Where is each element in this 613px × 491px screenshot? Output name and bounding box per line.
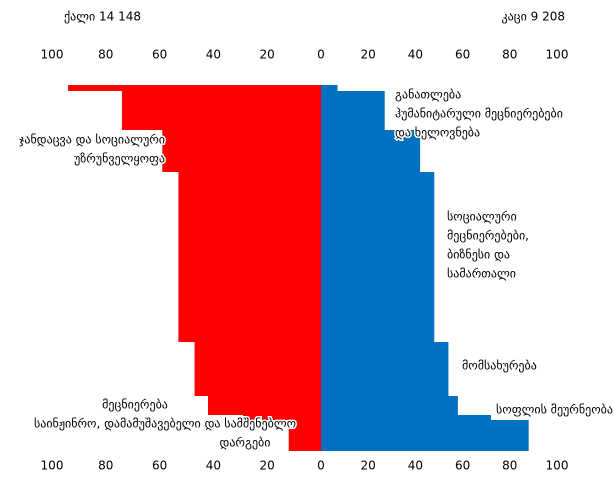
annotation: სამართალი: [447, 267, 516, 281]
x-tick-label: 80: [502, 48, 517, 62]
annotation: მეცნიერება: [102, 398, 168, 412]
x-tick-label: 80: [98, 459, 113, 473]
bar: [321, 420, 529, 451]
x-tick-label: 60: [152, 459, 167, 473]
annotation: ჯანდაცვა და სოციალური: [19, 133, 165, 147]
x-tick-label: 20: [361, 459, 376, 473]
bar: [321, 342, 449, 396]
x-tick-label: 60: [152, 48, 167, 62]
annotation: მომსახურება: [462, 359, 537, 373]
bar: [121, 91, 321, 130]
x-tick-label: 40: [206, 459, 221, 473]
bar: [162, 130, 321, 172]
annotation: და ხელოვნება: [395, 126, 480, 140]
bar: [321, 85, 338, 91]
annotation: ბიზნესი და: [447, 248, 510, 262]
x-tick-label: 40: [206, 48, 221, 62]
annotation: დარგები: [220, 436, 271, 450]
annotation: საინჟინრო, დამამუშავებელი და სამშენებლო: [34, 417, 296, 431]
bar: [321, 172, 435, 342]
bar: [194, 342, 321, 396]
bar: [321, 415, 491, 420]
annotation: სოციალური: [447, 210, 517, 224]
x-tick-label: 40: [408, 459, 423, 473]
x-tick-label: 40: [408, 48, 423, 62]
legend-entry: კაცი 9 208: [502, 10, 565, 24]
x-tick-label: 20: [260, 48, 275, 62]
x-tick-label: 100: [546, 459, 569, 473]
bar: [321, 130, 421, 172]
x-tick-label: 60: [455, 459, 470, 473]
annotation: უზრუნველყოფა: [74, 152, 165, 166]
x-tick-label: 20: [260, 459, 275, 473]
x-tick-label: 100: [41, 459, 64, 473]
annotation: ჰუმანიტარული მეცნიერებები: [395, 107, 563, 121]
bar: [321, 396, 458, 415]
legend-entry: ქალი 14 148: [64, 10, 141, 24]
bar: [242, 415, 321, 420]
x-tick-label: 20: [361, 48, 376, 62]
x-tick-label: 0: [317, 48, 325, 62]
bar: [208, 396, 321, 415]
bar: [288, 420, 321, 451]
x-tick-label: 100: [41, 48, 64, 62]
bar: [68, 85, 321, 91]
x-tick-label: 80: [502, 459, 517, 473]
annotation: მეცნიერებები,: [447, 229, 529, 243]
x-tick-label: 0: [317, 459, 325, 473]
x-tick-label: 80: [98, 48, 113, 62]
bar: [178, 172, 321, 342]
x-tick-label: 100: [546, 48, 569, 62]
x-tick-label: 60: [455, 48, 470, 62]
bar: [321, 91, 385, 130]
annotation: სოფლის მეურნეობა: [496, 403, 613, 417]
annotation: განათლება: [395, 88, 461, 102]
